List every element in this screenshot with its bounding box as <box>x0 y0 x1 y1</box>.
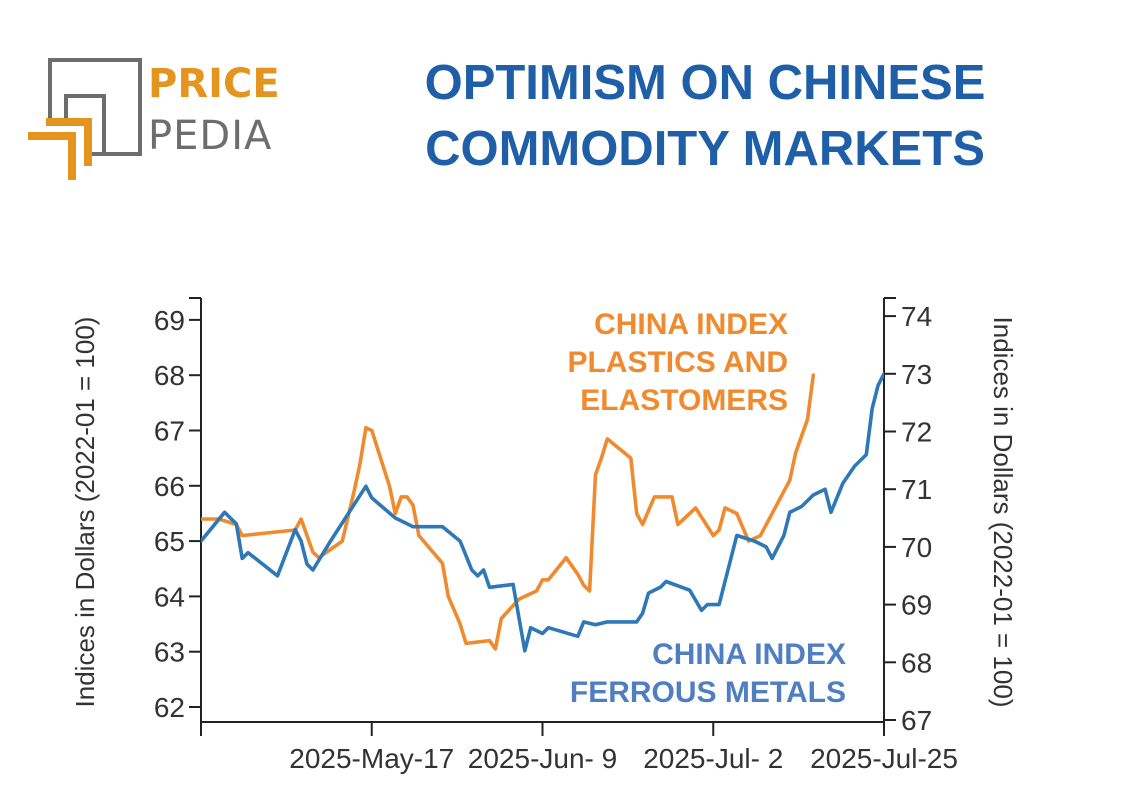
left-tick-label: 68 <box>154 360 185 391</box>
right-tick-label: 74 <box>901 301 932 332</box>
x-tick-label: 2025-Jul-25 <box>810 743 958 774</box>
left-tick-label: 64 <box>154 581 185 612</box>
left-tick-label: 66 <box>154 471 185 502</box>
right-tick-label: 69 <box>901 590 932 621</box>
pricepedia-logo: PRICE PEDIA <box>26 58 296 188</box>
series-label: PLASTICS AND <box>567 346 788 379</box>
left-tick-label: 63 <box>154 637 185 668</box>
left-tick-label: 69 <box>154 305 185 336</box>
x-tick-label: 2025-Jun- 9 <box>468 743 617 774</box>
right-axis-label: Indices in Dollars (2022-01 = 100) <box>988 317 1018 708</box>
right-tick-label: 72 <box>901 417 932 448</box>
right-tick-label: 71 <box>901 474 932 505</box>
left-tick-label: 65 <box>154 526 185 557</box>
series-label: CHINA INDEX <box>594 308 788 341</box>
series-label: ELASTOMERS <box>580 384 788 417</box>
series-line-ferrous-metals <box>201 371 884 653</box>
left-tick-label: 67 <box>154 416 185 447</box>
series-label: CHINA INDEX <box>652 638 846 671</box>
x-tick-label: 2025-Jul- 2 <box>643 743 783 774</box>
right-tick-label: 73 <box>901 359 932 390</box>
right-tick-label: 67 <box>901 705 932 736</box>
logo-word-pedia: PEDIA <box>148 113 273 159</box>
logo-frame-outer <box>48 58 142 156</box>
x-tick-label: 2025-May-17 <box>289 743 454 774</box>
page-title: OPTIMISM ON CHINESE COMMODITY MARKETS <box>360 50 1050 182</box>
left-tick-label: 62 <box>154 692 185 723</box>
series-line-plastics-elastomers <box>201 373 816 651</box>
page-title-line-2: COMMODITY MARKETS <box>425 122 985 176</box>
right-tick-label: 68 <box>901 647 932 678</box>
right-tick-label: 70 <box>901 532 932 563</box>
chart-axes: 62 63 64 65 66 67 68 69 67 68 69 70 71 72 73 74 2025-May… <box>154 297 958 774</box>
logo-frame-accent-inner <box>46 118 92 166</box>
series-label: FERROUS METALS <box>570 676 846 709</box>
logo-mark-icon <box>28 58 142 180</box>
chart-series <box>201 371 884 653</box>
logo-word-price: PRICE <box>148 61 280 107</box>
logo-frame-middle <box>64 94 106 156</box>
logo-frame-accent <box>28 132 76 180</box>
chart-series-labels: CHINA INDEX PLASTICS AND ELASTOMERS CHINA I… <box>567 308 846 709</box>
page-title-line-1: OPTIMISM ON CHINESE <box>424 56 986 110</box>
left-axis-label: Indices in Dollars (2022-01 = 100) <box>70 317 100 708</box>
